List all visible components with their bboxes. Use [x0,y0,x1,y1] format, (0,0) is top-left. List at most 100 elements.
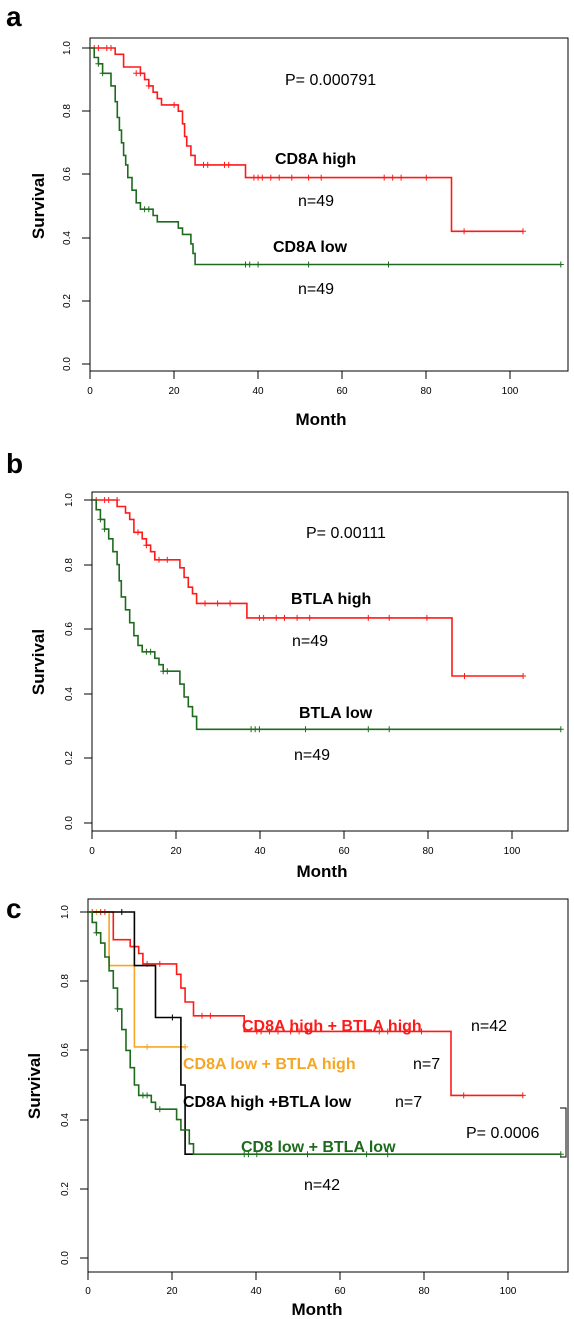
panel-a-ytick-2: 0.4 [62,231,73,245]
panel-a-ytick-1: 0.2 [62,294,73,308]
panel-a-ytick-3: 0.6 [62,167,73,181]
panel-b-censor-mark-btla-high [156,556,162,563]
panel-b-censor-mark-btla-high [423,614,430,621]
panel-a-censor-mark-cd8a-high [461,228,468,235]
panel-a-censor-mark-cd8a-high [145,82,152,89]
panel-b-censor-mark-btla-low [97,516,104,523]
panel-b-ytick-3: 0.6 [64,622,75,636]
panel-c-xtick-2: 40 [250,1286,262,1297]
panel-c-ytick-1: 0.2 [60,1182,71,1196]
panel-b-curves [92,497,564,733]
panel-b-n-low: n=49 [294,747,330,764]
panel-c-curve-cd8a-low-btla-high [88,911,186,1048]
panel-a-censor-mark-cd8a-high [305,174,312,181]
panel-a-xlabel: Month [296,410,347,429]
panel-c-censor-mark-cd8a-high-btla-high [460,1092,467,1099]
panel-c-censor-mark-cd8a-high-btla-high [304,1028,311,1035]
panel-a-censor-mark-cd8a-high [389,174,396,181]
panel-c-censor-mark-cd8-low-btla-low [253,1151,260,1158]
panel-c-censor-mark-cd8a-high-btla-high [275,1028,281,1035]
panel-c-censor-mark-cd8a-high-btla-low [169,1014,176,1021]
panel-b-xtick-4: 80 [422,846,434,857]
panel-a-censor-mark-cd8a-low [557,261,564,268]
panel-b-censor-mark-btla-high [365,614,372,621]
panel-a-n-high: n=49 [298,193,334,210]
panel-c-curves [88,909,564,1158]
panel-b-censor-mark-btla-high [306,614,313,621]
panel-a-curve-cd8a-high [90,47,523,233]
panel-c-censor-mark-cd8-low-btla-low [93,929,100,936]
panel-b-censor-mark-btla-high [294,614,301,621]
panel-b-censor-mark-btla-low [147,648,154,655]
panel-a-censor-mark-cd8a-low [95,60,102,67]
panel-b-censor-mark-btla-low [386,726,393,733]
panel-b-censor-mark-btla-high [461,673,468,679]
panel-c-plot-frame [87,898,569,1273]
panel-a-censor-mark-cd8a-high [204,161,211,168]
panel-c-ytick-0: 0.0 [60,1251,71,1265]
panel-c-xtick-3: 60 [334,1286,346,1297]
panel-c-xlabel: Month [292,1300,343,1319]
panel-a-censor-mark-cd8a-high [225,161,232,168]
panel-a-censor-mark-cd8a-low [145,206,152,213]
panel-c-legend-high-high: CD8A high + BTLA high [242,1018,422,1035]
panel-c-xtick-0: 0 [85,1286,91,1297]
panel-c-censor-mark-cd8-low-btla-low [557,1151,564,1158]
panel-a-ylabel: Survival [29,173,48,239]
panel-c-censor-mark-cd8a-low-btla-high [182,1043,189,1050]
panel-c-censor-mark-cd8a-high-btla-high [296,1028,303,1035]
panel-a-pvalue: P= 0.000791 [285,72,376,89]
panel-b-censor-mark-btla-low [101,526,108,533]
panel-a-censor-mark-cd8a-low [255,261,262,268]
panel-a-xtick-0: 0 [87,386,93,397]
panel-b-n-high: n=49 [292,633,328,650]
panel-a-censor-mark-cd8a-low [305,261,312,268]
panel-b-censor-mark-btla-low [557,726,564,733]
panel-b-censor-mark-btla-high [520,673,527,679]
panel-c-pvalue: P= 0.0006 [466,1125,540,1142]
panel-c-censor-mark-cd8a-high-btla-high [258,1028,265,1035]
panel-b-legend-low: BTLA low [299,705,373,722]
panel-b-censor-mark-btla-high [114,497,121,503]
panel-a-censor-mark-cd8a-high [423,174,430,181]
panel-c-xtick-4: 80 [418,1286,430,1297]
panel-b-censor-mark-btla-high [227,600,234,607]
panel-a-yticks: 0.0 0.2 0.4 0.6 0.8 1.0 [62,41,90,371]
panel-c-censor-mark-cd8a-high-btla-low [118,909,125,915]
panel-c-censor-mark-cd8-low-btla-low [156,1106,163,1113]
panel-a-curve-cd8a-low [90,47,561,266]
panel-c-censor-mark-cd8a-high-btla-high [384,1028,391,1035]
panel-b-xtick-3: 60 [338,846,350,857]
panel-a-censor-mark-cd8a-low [99,70,106,77]
panel-b-censor-mark-btla-high [164,556,171,563]
panel-b-pvalue: P= 0.00111 [306,525,386,542]
panel-a-censor-mark-cd8a-high [288,174,295,181]
panel-c-legend-low-high: CD8A low + BTLA high [183,1056,356,1073]
panel-b-xtick-2: 40 [254,846,266,857]
panel-a-n-low: n=49 [298,281,334,298]
panel-c-pvalue-bracket [560,1107,567,1158]
panel-c-censor-mark-cd8-low-btla-low [363,1151,370,1158]
panel-a-ytick-0: 0.0 [62,357,73,371]
panel-c-censor-mark-cd8a-high-btla-high [287,1028,294,1035]
panel-c-ytick-4: 0.8 [60,974,71,988]
panel-a-label: a [6,1,22,32]
panel-c-xtick-5: 100 [500,1286,517,1297]
panel-a-legend-low: CD8A low [273,239,348,256]
panel-a-censor-mark-cd8a-high [398,174,405,181]
panel-b-censor-mark-btla-low [256,726,263,733]
panel-a-xtick-1: 20 [168,386,180,397]
panel-c-censor-mark-cd8a-low-btla-high [144,1043,151,1050]
panel-b-censor-mark-btla-high [105,497,112,503]
panel-c-censor-mark-cd8a-high-btla-high [156,960,163,967]
panel-a-censor-mark-cd8a-low [385,261,392,268]
panel-b-yticks: 0.0 0.2 0.4 0.6 0.8 1.0 [64,493,92,830]
panel-c-ytick-5: 1.0 [60,905,71,919]
panel-c-censor-mark-cd8-low-btla-low [304,1151,311,1158]
panel-a-plot-frame [89,37,569,372]
panel-b-label: b [6,448,23,479]
panel-b-plot-frame [91,491,569,832]
panel-b-censor-mark-btla-high [202,600,208,607]
panel-b-xtick-1: 20 [170,846,182,857]
panel-a-censor-mark-cd8a-high [267,174,274,181]
